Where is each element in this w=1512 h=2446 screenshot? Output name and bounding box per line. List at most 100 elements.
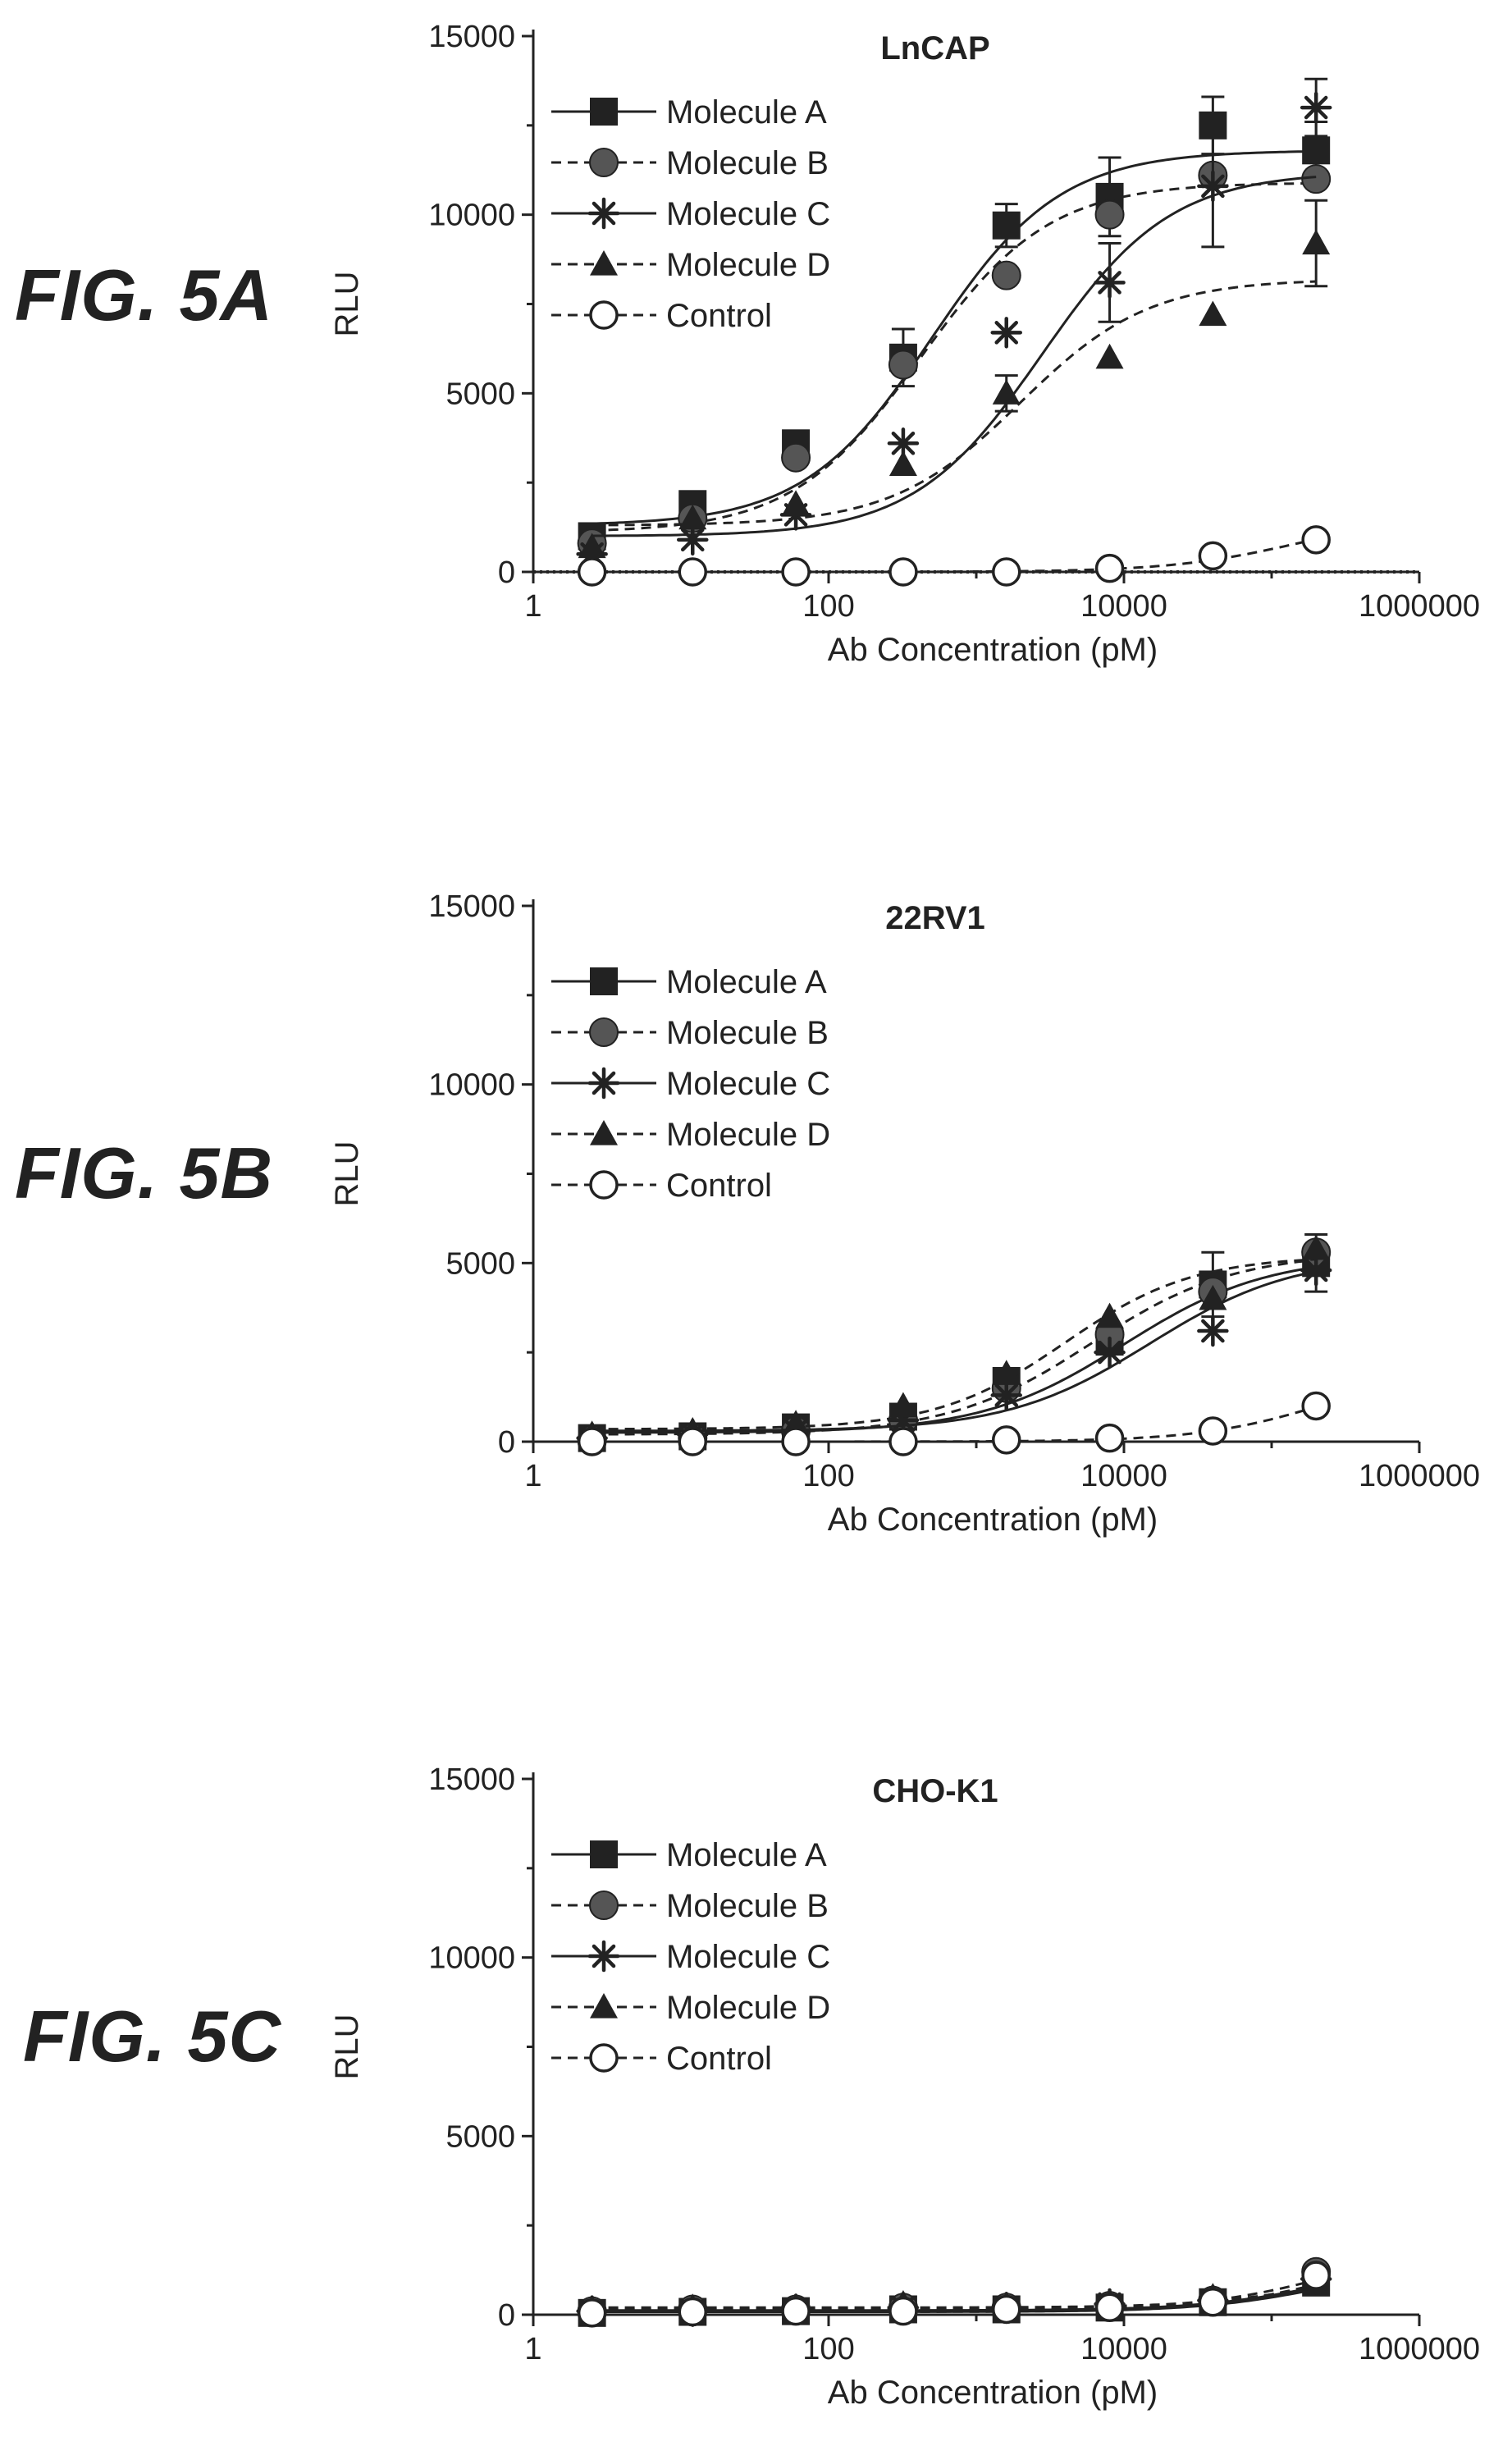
legend-label: Molecule C [666, 1066, 830, 1102]
data-point [888, 350, 918, 380]
legend-item-molecule-c: Molecule C [551, 1939, 830, 1975]
data-point [1094, 1423, 1125, 1453]
x-tick-label: 1000000 [1359, 2332, 1480, 2366]
data-point [888, 1392, 917, 1418]
fit-curve [592, 2283, 1317, 2313]
legend-marker [590, 1120, 618, 1145]
y-tick-label: 0 [498, 555, 515, 590]
y-tick-label: 10000 [428, 199, 515, 233]
legend-item-molecule-b: Molecule B [551, 1015, 829, 1051]
fit-curve [592, 537, 1317, 574]
fit-curve [592, 280, 1317, 527]
data-point [1199, 1284, 1227, 1310]
y-tick-label: 10000 [428, 1941, 515, 1976]
legend-label: Molecule D [666, 1990, 830, 2026]
chart-title: CHO-K1 [872, 1773, 998, 1809]
legend: Molecule A Molecule B Molecule C Molecule D… [551, 94, 830, 334]
y-axis-label: RLU [329, 2014, 365, 2079]
data-point [1197, 170, 1229, 203]
legend-item-molecule-a: Molecule A [551, 94, 827, 130]
data-point [678, 557, 708, 587]
x-tick-label: 10000 [1080, 589, 1167, 624]
y-tick-label: 0 [498, 1425, 515, 1460]
data-point [678, 504, 707, 530]
legend-label: Molecule C [666, 1939, 830, 1975]
x-axis-label: Ab Concentration (pM) [828, 632, 1158, 668]
data-point [1301, 2261, 1331, 2290]
data-point [990, 317, 1022, 349]
data-point [1301, 164, 1332, 194]
data-point [1300, 1254, 1332, 1287]
x-tick-label: 1 [524, 589, 541, 624]
data-point [1094, 267, 1126, 299]
data-point [1094, 2293, 1125, 2323]
data-point [1095, 1302, 1124, 1328]
data-point [1198, 2288, 1228, 2317]
legend-marker [589, 300, 619, 330]
legend-marker [589, 148, 619, 177]
legend-marker [587, 1940, 620, 1973]
y-axis-label: RLU [329, 1141, 365, 1206]
x-tick-label: 100 [802, 1459, 854, 1493]
data-point [1300, 91, 1332, 124]
fit-curve [592, 1270, 1317, 1433]
fit-curve [592, 181, 1317, 533]
data-point [991, 2294, 1021, 2325]
data-point [781, 2296, 811, 2326]
series-control [577, 525, 1331, 587]
legend-label: Molecule B [666, 145, 829, 181]
series-molecule-d [578, 1234, 1331, 1446]
fit-curve [592, 149, 1317, 525]
legend-item-control: Control [551, 1168, 772, 1204]
legend-marker [590, 98, 618, 126]
series-control [577, 2261, 1331, 2328]
series-molecule-d [578, 199, 1331, 559]
data-point [1094, 199, 1125, 230]
y-tick-label: 15000 [428, 20, 515, 54]
chart-title: 22RV1 [885, 900, 985, 936]
panel-fig-5a: FIG. 5A LnCAP 0 5000 10000 15000 1 100 10000 1000… [15, 20, 1480, 668]
y-axis-label: RLU [329, 271, 365, 336]
x-axis-label: Ab Concentration (pM) [828, 2375, 1158, 2411]
data-point [992, 211, 1021, 240]
data-point [1301, 525, 1331, 555]
fit-curve [592, 1405, 1317, 1443]
data-point [1301, 1391, 1331, 1421]
y-tick-label: 5000 [445, 2119, 515, 2154]
y-tick-label: 0 [498, 2298, 515, 2333]
data-point [1198, 541, 1228, 571]
data-point [1302, 1234, 1331, 1260]
legend-item-molecule-d: Molecule D [551, 247, 830, 283]
data-point [782, 1410, 811, 1435]
figure-label: FIG. 5B [15, 1132, 273, 1214]
data-point [677, 523, 709, 556]
data-point [782, 490, 811, 515]
legend-item-molecule-c: Molecule C [551, 196, 830, 232]
data-point [678, 2297, 708, 2327]
data-point [888, 2296, 918, 2326]
legend-item-molecule-b: Molecule B [551, 1888, 829, 1924]
fit-curve [592, 1258, 1317, 1431]
data-point [990, 1379, 1022, 1411]
data-point [992, 379, 1021, 405]
y-tick-label: 10000 [428, 1068, 515, 1103]
legend-label: Molecule B [666, 1888, 829, 1924]
data-point [1198, 1416, 1228, 1446]
data-point [991, 1425, 1021, 1455]
fit-curve [592, 2285, 1317, 2309]
legend-item-control: Control [551, 298, 772, 334]
legend-item-molecule-d: Molecule D [551, 1117, 830, 1153]
legend-marker [589, 1891, 619, 1920]
data-point [781, 557, 811, 587]
legend-label: Control [666, 298, 772, 334]
fit-curve [592, 1258, 1317, 1436]
y-tick-label: 5000 [445, 377, 515, 411]
legend-marker [589, 1170, 619, 1200]
legend: Molecule A Molecule B Molecule C Molecule D… [551, 1837, 830, 2077]
legend-label: Molecule A [666, 964, 827, 1000]
legend-label: Control [666, 1168, 772, 1204]
data-point [781, 1427, 811, 1456]
legend-item-molecule-a: Molecule A [551, 1837, 827, 1873]
legend: Molecule A Molecule B Molecule C Molecule D… [551, 964, 830, 1204]
